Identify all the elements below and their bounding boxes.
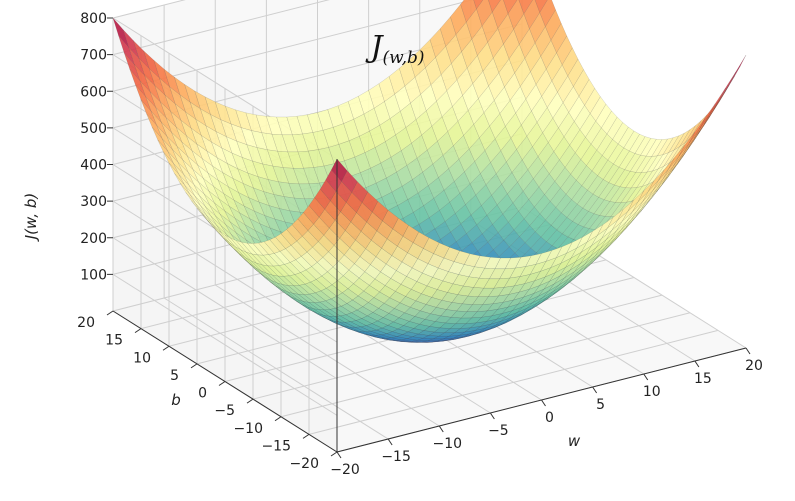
z-tick-label: 200 [80,231,107,247]
b-tick-mark [303,434,309,438]
b-tick-mark [191,364,197,368]
w-tick-label: 0 [545,410,554,426]
b-tick-label: −5 [214,403,235,419]
w-tick-mark [388,439,392,445]
w-tick-mark [337,452,341,458]
z-axis-label: J(w, b) [22,193,40,243]
w-tick-label: −5 [488,423,509,439]
w-tick-mark [542,400,546,406]
b-tick-label: 10 [133,350,151,366]
b-tick-mark [219,382,225,386]
w-tick-label: 10 [643,384,661,400]
chart-title: J(w,b) [0,30,795,68]
w-tick-label: 5 [596,397,605,413]
b-tick-label: 20 [77,315,95,331]
w-tick-label: −20 [330,462,360,478]
w-tick-label: −15 [381,449,411,465]
z-tick-label: 800 [80,11,107,27]
b-tick-label: −15 [261,438,291,454]
w-tick-mark [490,413,494,419]
w-tick-mark [593,387,597,393]
surface-cell [710,88,726,114]
w-tick-mark [439,426,443,432]
z-tick-label: 600 [80,84,107,100]
w-tick-label: −10 [433,436,463,452]
b-tick-mark [247,399,253,403]
b-tick-mark [331,452,337,456]
y-axis-label: b [171,391,181,409]
b-tick-mark [275,417,281,421]
w-tick-label: 15 [694,371,712,387]
z-tick-label: 500 [80,121,107,137]
z-tick-label: 400 [80,158,107,174]
b-tick-mark [107,311,113,315]
b-tick-label: 5 [170,368,179,384]
x-axis-label: w [568,432,581,450]
w-tick-mark [695,361,699,367]
b-tick-mark [163,346,169,350]
b-tick-label: 0 [198,386,207,402]
b-tick-label: −20 [289,456,319,472]
surface-cell [700,104,716,129]
z-tick-label: 300 [80,194,107,210]
b-tick-mark [135,329,141,333]
z-tick-label: 100 [80,267,107,283]
w-tick-mark [644,374,648,380]
b-tick-label: 15 [105,333,123,349]
b-tick-label: −10 [233,421,263,437]
w-tick-mark [746,348,750,354]
w-tick-label: 20 [745,358,763,374]
